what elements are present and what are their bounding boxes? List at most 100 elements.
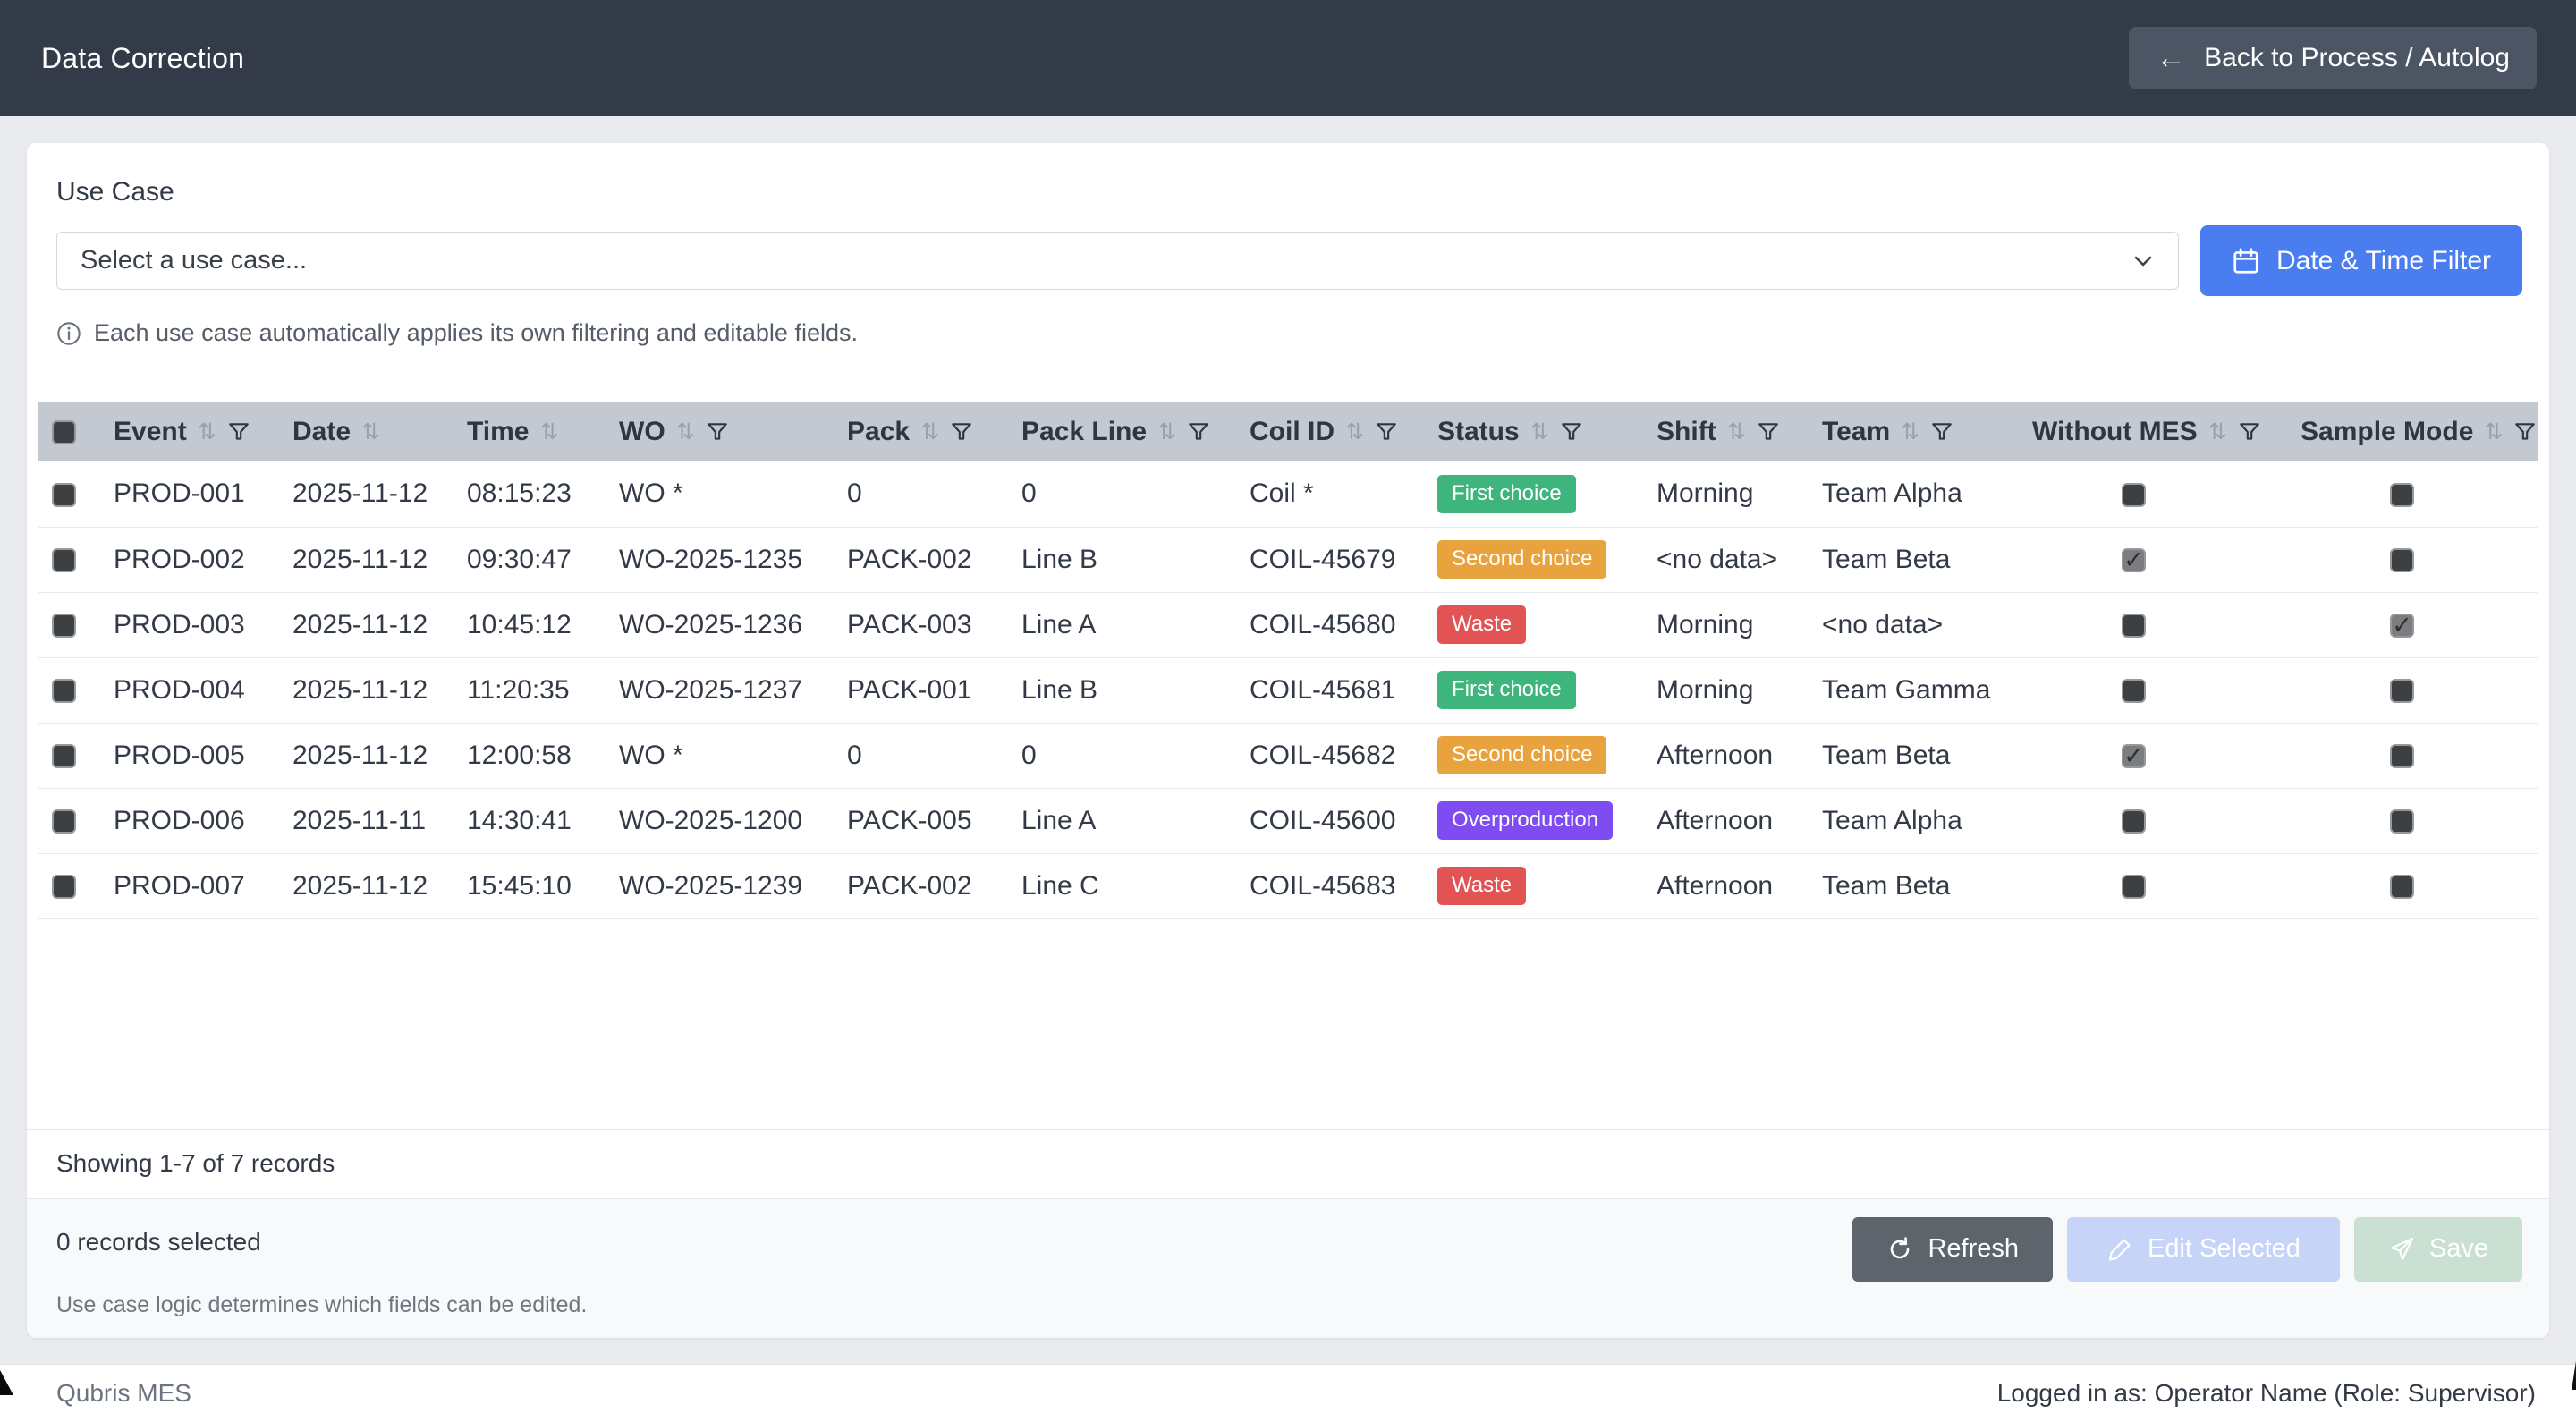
back-button-label: Back to Process / Autolog (2204, 43, 2510, 72)
row-checkbox[interactable] (52, 614, 76, 639)
sort-icon[interactable]: ⇅ (361, 419, 380, 444)
cell-status: Second choice (1419, 527, 1639, 593)
sort-icon[interactable]: ⇅ (1157, 419, 1177, 444)
filter-icon[interactable] (1757, 420, 1780, 444)
edit-selected-button[interactable]: Edit Selected (2067, 1216, 2340, 1282)
cell-date: 2025-11-12 (275, 723, 449, 789)
cell-event: PROD-003 (96, 592, 275, 658)
row-checkbox[interactable] (52, 482, 76, 507)
cell-pack: PACK-002 (829, 527, 1004, 593)
column-label: Date (292, 416, 352, 446)
row-checkbox[interactable] (52, 679, 76, 704)
sort-icon[interactable]: ⇅ (197, 419, 216, 444)
filter-icon[interactable] (1375, 420, 1398, 444)
sample-mode-checkbox[interactable] (2390, 482, 2414, 507)
row-checkbox[interactable] (52, 548, 76, 573)
filter-icon[interactable] (1930, 420, 1953, 444)
cell-time: 15:45:10 (449, 853, 601, 919)
cell-status: First choice (1419, 461, 1639, 528)
column-header[interactable]: Pack ⇅ (829, 402, 1004, 461)
use-case-select-value: Select a use case... (80, 246, 308, 275)
cell-shift: Afternoon (1639, 723, 1804, 789)
cell-team: Team Alpha (1804, 461, 2014, 528)
cell-shift: Afternoon (1639, 788, 1804, 854)
sort-icon[interactable]: ⇅ (1345, 419, 1364, 444)
filter-icon[interactable] (227, 420, 250, 444)
cell-coil-id: COIL-45679 (1232, 527, 1419, 593)
status-badge: Second choice (1437, 539, 1607, 580)
cell-team: Team Alpha (1804, 788, 2014, 854)
cell-team: <no data> (1804, 592, 2014, 658)
column-header[interactable]: Sample Mode ⇅ (2283, 402, 2538, 461)
sort-icon[interactable]: ⇅ (1726, 419, 1746, 444)
use-case-label: Use Case (56, 177, 174, 207)
column-header[interactable]: Event ⇅ (96, 402, 275, 461)
sample-mode-checkbox[interactable] (2390, 548, 2414, 573)
select-all-checkbox[interactable] (52, 420, 76, 445)
filter-icon[interactable] (2238, 420, 2261, 444)
cell-wo: WO-2025-1235 (601, 527, 829, 593)
sort-icon[interactable]: ⇅ (1530, 419, 1549, 444)
column-header[interactable]: WO ⇅ (601, 402, 829, 461)
back-button[interactable]: ← Back to Process / Autolog (2129, 27, 2537, 89)
cell-without-mes (2014, 788, 2283, 854)
column-label: Event (114, 416, 187, 446)
cell-pack: PACK-002 (829, 853, 1004, 919)
row-checkbox[interactable] (52, 744, 76, 769)
filter-icon[interactable] (2513, 420, 2537, 444)
cell-pack: PACK-001 (829, 657, 1004, 724)
cell-team: Team Beta (1804, 527, 2014, 593)
without-mes-checkbox[interactable] (2122, 679, 2146, 704)
without-mes-checkbox[interactable] (2122, 875, 2146, 900)
use-case-select[interactable]: Select a use case... (56, 232, 2179, 290)
refresh-button[interactable]: Refresh (1852, 1216, 2053, 1282)
without-mes-checkbox[interactable] (2122, 809, 2146, 834)
column-header[interactable]: Status ⇅ (1419, 402, 1639, 461)
column-header[interactable]: Coil ID ⇅ (1232, 402, 1419, 461)
sort-icon[interactable]: ⇅ (2484, 419, 2504, 444)
select-all-header (38, 402, 96, 461)
row-checkbox[interactable] (52, 809, 76, 834)
sample-mode-checkbox[interactable] (2390, 809, 2414, 834)
filter-icon[interactable] (1187, 420, 1210, 444)
column-header[interactable]: Shift ⇅ (1639, 402, 1804, 461)
sort-icon[interactable]: ⇅ (539, 419, 559, 444)
sort-icon[interactable]: ⇅ (1901, 419, 1920, 444)
column-header[interactable]: Date ⇅ (275, 402, 449, 461)
page-title: Data Correction (41, 41, 245, 74)
cell-team: Team Beta (1804, 723, 2014, 789)
column-label: Shift (1657, 416, 1716, 446)
cell-time: 11:20:35 (449, 657, 601, 724)
column-header[interactable]: Without MES ⇅ (2014, 402, 2283, 461)
cell-event: PROD-005 (96, 723, 275, 789)
without-mes-checkbox[interactable] (2122, 548, 2146, 573)
save-button[interactable]: Save (2353, 1216, 2522, 1282)
cell-pack: PACK-005 (829, 788, 1004, 854)
row-checkbox[interactable] (52, 875, 76, 900)
column-header[interactable]: Team ⇅ (1804, 402, 2014, 461)
without-mes-checkbox[interactable] (2122, 614, 2146, 639)
arrow-left-icon: ← (2156, 41, 2187, 75)
pencil-icon (2108, 1238, 2131, 1261)
column-header[interactable]: Time ⇅ (449, 402, 601, 461)
sample-mode-checkbox[interactable] (2390, 614, 2414, 639)
use-case-info-text: Each use case automatically applies its … (94, 319, 858, 346)
without-mes-checkbox[interactable] (2122, 744, 2146, 769)
filter-icon[interactable] (706, 420, 729, 444)
filter-icon[interactable] (950, 420, 973, 444)
logged-in-text: Logged in as: Operator Name (Role: Super… (1996, 1378, 2536, 1407)
sample-mode-checkbox[interactable] (2390, 744, 2414, 769)
date-time-filter-button[interactable]: Date & Time Filter (2200, 225, 2522, 296)
cell-event: PROD-001 (96, 461, 275, 528)
column-label: Time (467, 416, 530, 446)
cell-date: 2025-11-12 (275, 853, 449, 919)
sort-icon[interactable]: ⇅ (2207, 419, 2227, 444)
sort-icon[interactable]: ⇅ (675, 419, 695, 444)
sort-icon[interactable]: ⇅ (920, 419, 940, 444)
cell-time: 08:15:23 (449, 461, 601, 528)
filter-icon[interactable] (1560, 420, 1583, 444)
without-mes-checkbox[interactable] (2122, 482, 2146, 507)
sample-mode-checkbox[interactable] (2390, 679, 2414, 704)
column-header[interactable]: Pack Line ⇅ (1004, 402, 1232, 461)
sample-mode-checkbox[interactable] (2390, 875, 2414, 900)
